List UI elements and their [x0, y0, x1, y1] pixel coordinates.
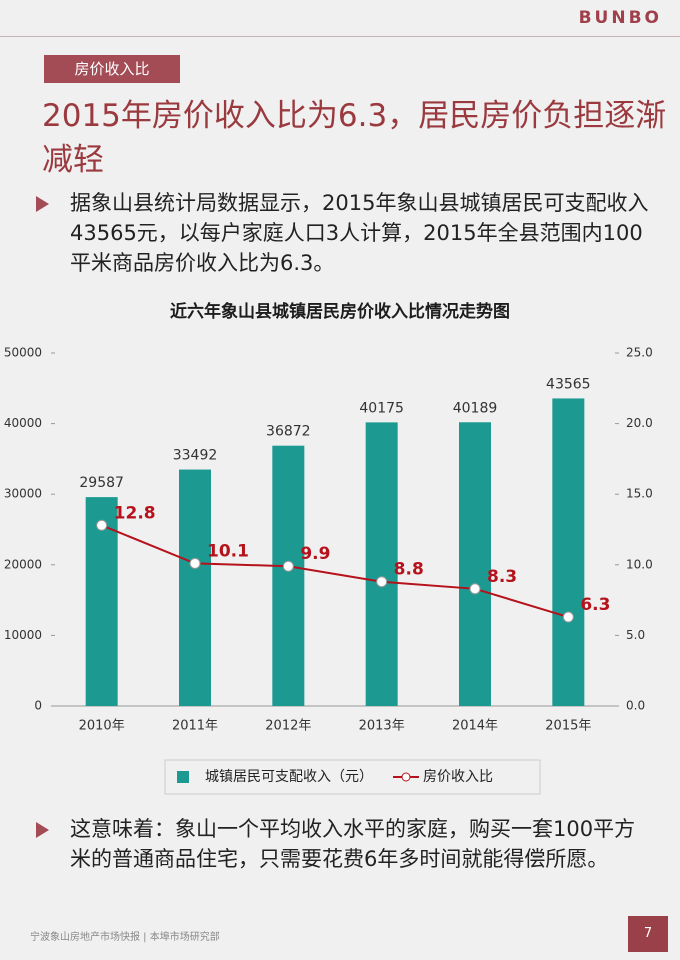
bar [179, 469, 211, 706]
x-tick-label: 2010年 [79, 719, 125, 734]
logo: BUNBO [578, 8, 662, 28]
y2-tick-label: 15.0 [626, 487, 653, 501]
y-tick-label: 40000 [4, 416, 42, 430]
data-label: 36872 [266, 424, 311, 440]
section-tag: 房价收入比 [44, 55, 180, 83]
data-label: 43565 [546, 376, 591, 392]
legend-box [164, 759, 541, 795]
data-label: 9.9 [300, 544, 330, 564]
divider [0, 36, 680, 37]
y2-tick-label: 0.0 [626, 699, 645, 713]
data-label: 40189 [453, 400, 498, 416]
page-title: 2015年房价收入比为6.3，居民房价负担逐渐减轻 [42, 98, 667, 178]
y2-tick-label: 20.0 [626, 416, 653, 430]
y-tick-label: 30000 [4, 487, 42, 501]
line-marker [282, 560, 294, 572]
data-label: 29587 [79, 475, 124, 491]
line-marker [469, 583, 481, 595]
paragraph: 这意味着：象山一个平均收入水平的家庭，购买一套100平方米的普通商品住宅，只需要… [70, 817, 636, 871]
legend-label: 城镇居民可支配收入（元） [205, 769, 373, 785]
x-tick-label: 2013年 [359, 719, 405, 734]
y-tick-label: 10000 [4, 628, 42, 642]
bullet-icon [36, 822, 49, 838]
x-tick-label: 2015年 [545, 719, 591, 734]
x-tick-label: 2012年 [265, 719, 311, 734]
bar [365, 422, 398, 706]
data-label: 10.1 [207, 541, 249, 561]
bar [85, 497, 118, 706]
data-label: 8.8 [394, 560, 424, 580]
x-tick-label: 2011年 [172, 719, 218, 734]
x-tick-label: 2014年 [452, 719, 498, 734]
line-marker [376, 576, 388, 588]
y-tick-label: 0 [34, 699, 42, 713]
legend-swatch [401, 772, 411, 782]
line-marker [562, 611, 574, 623]
data-label: 12.8 [114, 503, 156, 523]
legend-label: 房价收入比 [423, 769, 493, 785]
bar [459, 422, 491, 706]
paragraph: 据象山县统计局数据显示，2015年象山县城镇居民可支配收入43565元，以每户家… [70, 191, 649, 275]
bullet-icon [36, 196, 49, 212]
line [101, 524, 569, 619]
y-tick-label: 50000 [4, 346, 42, 360]
y-tick-label: 20000 [4, 557, 42, 571]
data-label: 33492 [173, 448, 218, 464]
y2-tick-label: 10.0 [626, 557, 653, 571]
legend-swatch [177, 771, 189, 783]
line-marker [96, 519, 108, 531]
y2-tick-label: 25.0 [626, 346, 653, 360]
line-marker [189, 557, 201, 569]
chart: 近六年象山县城镇居民房价收入比情况走势图 0 10000 20000 30000 400… [4, 301, 653, 795]
page-number: 7 [628, 916, 668, 952]
y2-tick-label: 5.0 [626, 628, 645, 642]
footer: 宁波象山房地产市场快报 | 本埠市场研究部 [30, 932, 220, 943]
data-label: 6.3 [580, 595, 610, 615]
data-label: 8.3 [487, 567, 517, 587]
chart-title: 近六年象山县城镇居民房价收入比情况走势图 [170, 301, 510, 322]
data-label: 40175 [359, 400, 404, 416]
bar [552, 398, 585, 706]
bar [272, 445, 305, 706]
